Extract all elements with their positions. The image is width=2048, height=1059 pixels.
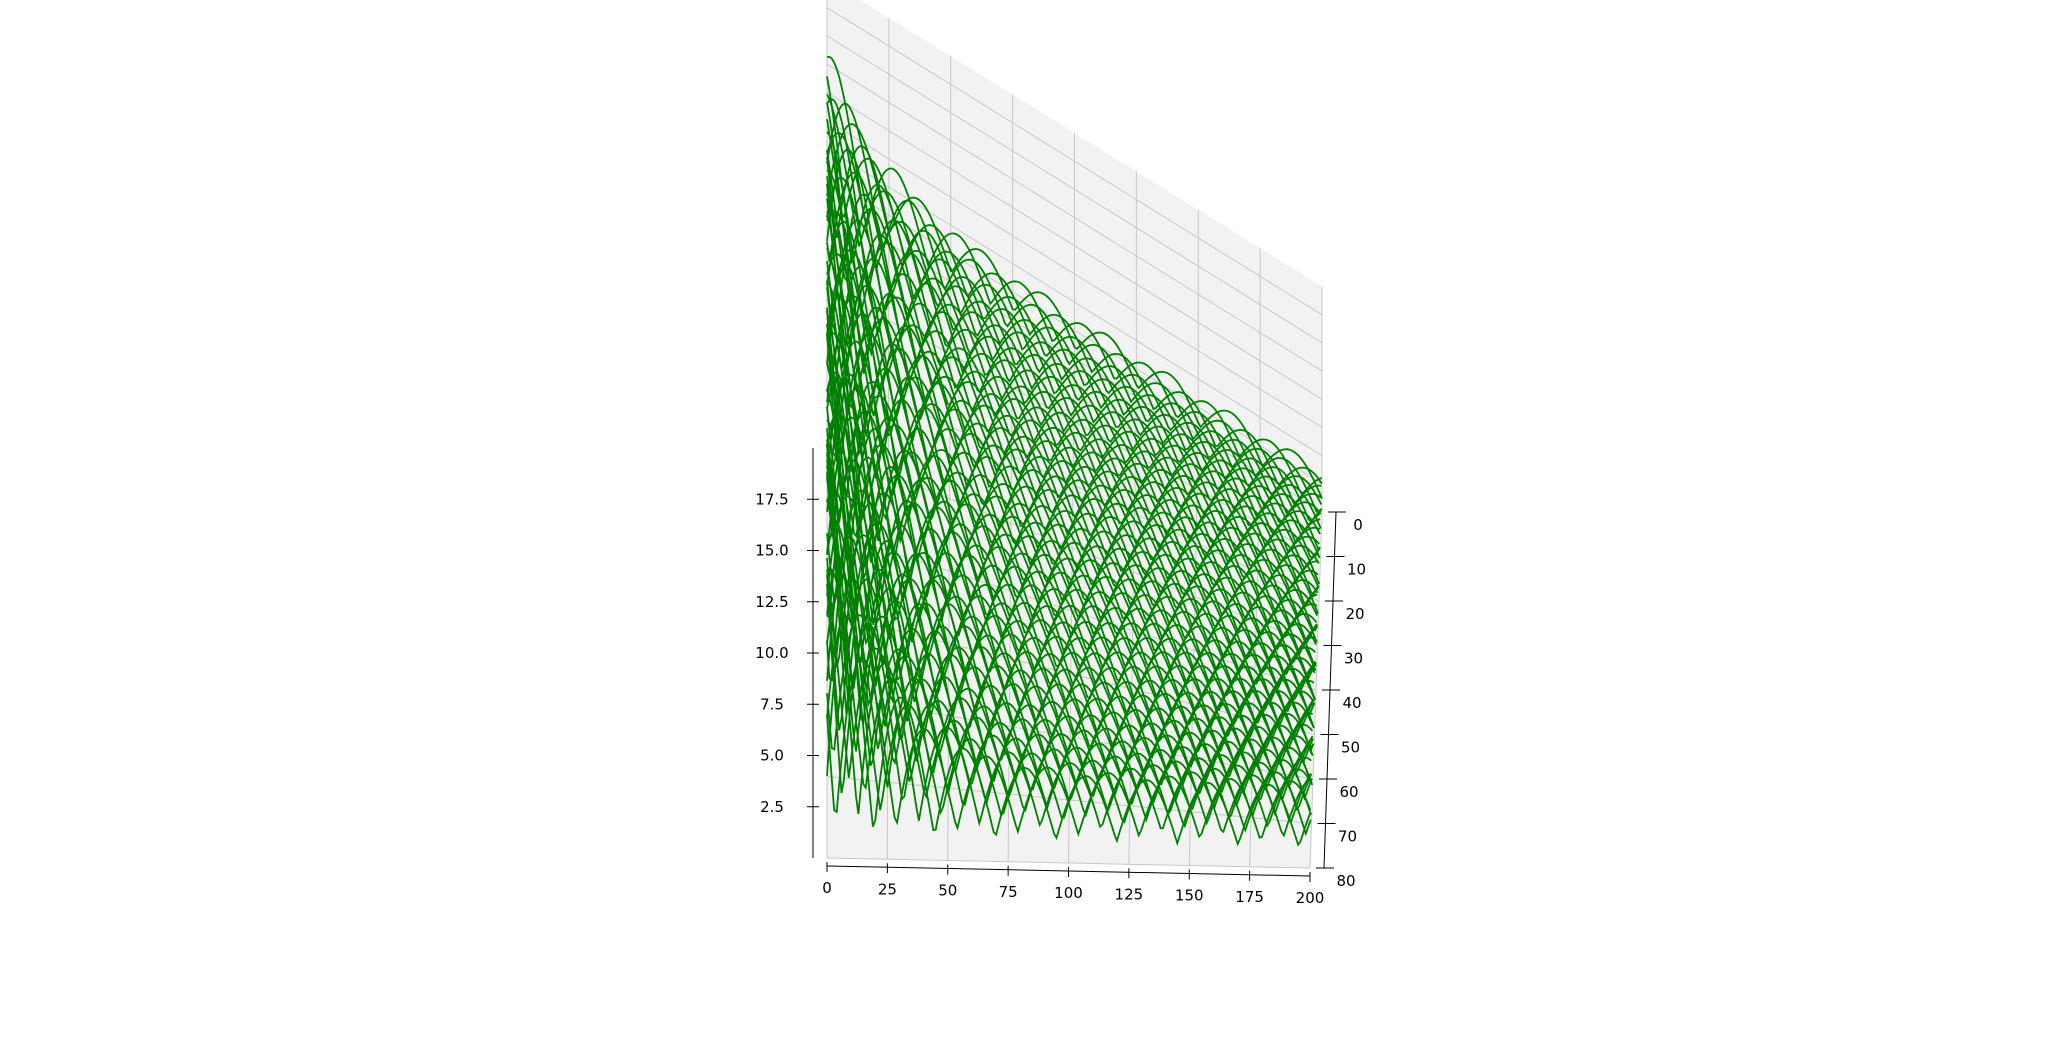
series-line-36	[826, 332, 1318, 656]
series-line-28	[826, 208, 1319, 619]
y-tick-label: 40	[1342, 694, 1361, 712]
series-line-22	[826, 220, 1320, 596]
z-tick-label: 10.0	[755, 644, 788, 662]
z-tick-label: 17.5	[755, 490, 788, 508]
series-line-75	[826, 583, 1312, 828]
series-line-59	[826, 534, 1315, 752]
series-line-43	[826, 385, 1317, 675]
series-line-44	[826, 371, 1317, 693]
series-line-77	[826, 498, 1311, 838]
series-line-37	[826, 307, 1318, 651]
series-line-29	[826, 286, 1319, 613]
y-tick-label: 0	[1353, 516, 1363, 534]
series-line-33	[826, 294, 1318, 644]
grid-line-z-back	[826, 120, 1323, 428]
series-line-10	[826, 149, 1322, 524]
z-tick-label: 15.0	[755, 542, 788, 560]
series-line-66	[826, 419, 1313, 786]
series-line-74	[826, 567, 1312, 822]
grid-line-y-floor	[826, 857, 1311, 869]
series-line-8	[826, 171, 1322, 529]
series-line-24	[826, 266, 1320, 588]
grid-line-z-back	[826, 63, 1323, 372]
series-line-14	[826, 176, 1321, 560]
series-line-2	[826, 119, 1323, 486]
series-line-54	[826, 459, 1315, 729]
y-tick-label: 80	[1336, 872, 1355, 890]
series-line-25	[826, 252, 1320, 608]
x-tick-label: 175	[1235, 888, 1264, 906]
chart-axes: 0 25 50 75 100 125 150 175 200 0 10 20 30 40 50 60 70 80 2…	[755, 448, 1366, 907]
series-line-79	[826, 558, 1312, 847]
y-tick-label: 10	[1347, 561, 1366, 579]
series-line-52	[826, 410, 1316, 729]
grid-line-y-floor	[826, 612, 1315, 735]
series-line-78	[826, 656, 1312, 839]
z-tick-label: 7.5	[760, 695, 784, 713]
y-tick-label: 70	[1338, 828, 1357, 846]
y-tick-label: 30	[1344, 650, 1363, 668]
z-tick-label: 12.5	[755, 593, 788, 611]
grid-line-z-back	[826, 91, 1323, 400]
series-line-4	[826, 93, 1322, 506]
x-tick-label: 100	[1054, 884, 1083, 902]
x-tick-label: 75	[999, 883, 1018, 901]
series-line-7	[826, 76, 1322, 515]
series-line-11	[826, 148, 1321, 550]
chart-series	[826, 55, 1323, 847]
grid-line-z-back	[826, 35, 1323, 344]
x-tick-label: 0	[822, 879, 832, 897]
series-line-1	[826, 55, 1323, 496]
series-line-12	[826, 131, 1321, 544]
x-tick-label: 25	[878, 880, 897, 898]
x-tick-label: 50	[938, 882, 957, 900]
x-tick-label: 200	[1296, 889, 1325, 907]
grid-line-z-back	[826, 7, 1323, 316]
x-tick-label: 150	[1175, 887, 1204, 905]
z-tick-label: 5.0	[760, 747, 784, 765]
series-line-35	[826, 340, 1318, 643]
z-tick-label: 2.5	[760, 798, 784, 816]
y-tick-label: 60	[1339, 783, 1358, 801]
series-line-6	[826, 132, 1322, 523]
series-line-70	[826, 614, 1313, 801]
y-tick-label: 50	[1341, 739, 1360, 757]
series-line-34	[826, 310, 1318, 638]
series-line-32	[826, 312, 1319, 626]
x-tick-label: 125	[1115, 885, 1144, 903]
y-tick-label: 20	[1345, 605, 1364, 623]
